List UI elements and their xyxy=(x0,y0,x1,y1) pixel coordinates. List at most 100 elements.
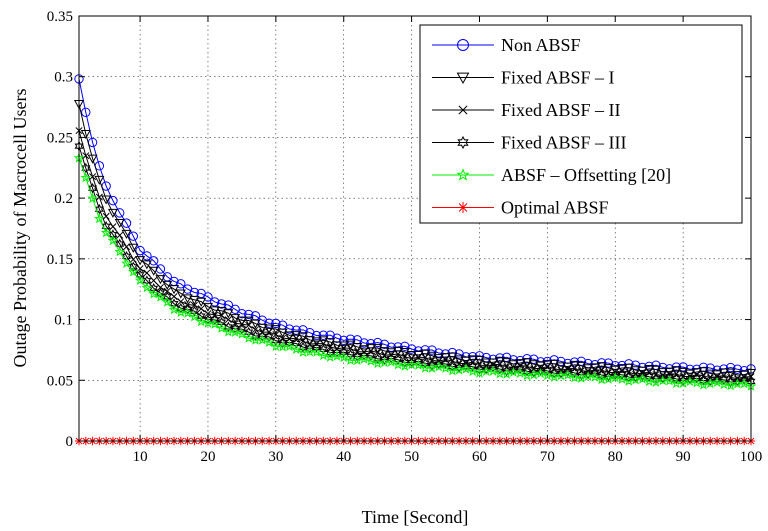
x-tick-label: 90 xyxy=(676,449,691,465)
data-point xyxy=(311,330,322,341)
data-point xyxy=(324,351,336,362)
data-point xyxy=(454,349,464,359)
data-point xyxy=(366,350,376,361)
data-point xyxy=(168,285,180,295)
data-point xyxy=(100,227,112,238)
data-point xyxy=(318,336,329,346)
data-point xyxy=(684,375,696,387)
data-point xyxy=(318,349,329,361)
data-point xyxy=(712,373,722,385)
legend-item: Optimal ABSF xyxy=(432,198,609,218)
data-point xyxy=(542,365,552,376)
data-point xyxy=(331,341,342,351)
y-tick-label: 0.2 xyxy=(54,191,73,207)
y-tick-label: 0.15 xyxy=(47,252,73,268)
x-tick-label: 100 xyxy=(740,449,763,465)
y-tick-label: 0.05 xyxy=(47,373,73,389)
data-point xyxy=(197,305,205,313)
data-point xyxy=(298,341,308,353)
y-tick-label: 0 xyxy=(66,434,74,450)
data-point xyxy=(80,130,91,140)
data-point xyxy=(603,373,614,384)
data-point xyxy=(196,297,207,307)
x-tick-label: 70 xyxy=(540,449,555,465)
data-point xyxy=(304,336,315,346)
data-point xyxy=(196,310,206,322)
data-point xyxy=(345,334,356,344)
data-point xyxy=(190,301,198,309)
data-point xyxy=(218,312,226,320)
data-point xyxy=(399,348,410,358)
legend: Non ABSF Fixed ABSF – I Fixed ABSF – II Fix… xyxy=(419,24,743,224)
data-point xyxy=(291,325,301,335)
data-point xyxy=(127,266,139,277)
data-point xyxy=(406,350,417,361)
legend-label: ABSF – Offsetting [20] xyxy=(501,165,671,185)
data-point xyxy=(148,266,159,276)
data-point xyxy=(339,346,349,358)
data-point xyxy=(468,361,478,372)
data-point xyxy=(474,355,485,366)
data-point xyxy=(203,292,213,302)
data-point xyxy=(501,358,512,368)
x-tick-label: 10 xyxy=(133,449,148,465)
data-point xyxy=(372,344,383,354)
data-point xyxy=(338,351,350,363)
data-point xyxy=(271,335,281,346)
data-point xyxy=(456,72,470,85)
x-tick-label: 80 xyxy=(608,449,623,465)
data-point xyxy=(738,378,750,389)
data-point xyxy=(202,302,214,312)
data-point xyxy=(582,370,594,382)
data-point xyxy=(373,353,383,364)
data-point xyxy=(189,295,200,306)
y-tick-label: 0.3 xyxy=(54,70,73,86)
data-point xyxy=(392,346,404,357)
data-point xyxy=(447,352,458,362)
data-point xyxy=(583,364,594,374)
data-point xyxy=(162,291,172,303)
legend-label: Fixed ABSF – II xyxy=(501,100,621,120)
data-point xyxy=(489,361,497,369)
data-point xyxy=(311,346,322,357)
data-point xyxy=(617,369,627,380)
legend-item: Fixed ABSF – III xyxy=(432,133,627,153)
data-point xyxy=(372,337,383,348)
data-point xyxy=(134,274,146,286)
data-point xyxy=(563,366,573,377)
legend-item: Fixed ABSF – II xyxy=(432,100,621,120)
data-point xyxy=(291,331,302,341)
data-point xyxy=(209,306,220,316)
data-point xyxy=(576,361,587,371)
data-point xyxy=(603,358,614,368)
data-point xyxy=(457,135,469,150)
axis-ticks: 10 20 30 40 50 60 70 80 90 100 0 0.05 0.1 0.15 0.2 0.25… xyxy=(47,9,763,465)
data-point xyxy=(569,367,580,379)
data-point xyxy=(740,373,748,381)
data-point xyxy=(81,107,91,118)
data-point xyxy=(623,363,634,373)
data-point xyxy=(556,356,566,367)
data-point xyxy=(176,279,186,289)
data-point xyxy=(725,380,736,391)
y-tick-label: 0.1 xyxy=(54,313,73,329)
data-point xyxy=(529,354,539,364)
data-point xyxy=(394,350,402,358)
data-point xyxy=(128,231,139,241)
data-point xyxy=(251,326,259,334)
plot-frame xyxy=(78,15,752,442)
data-point xyxy=(664,375,675,386)
data-point xyxy=(434,348,444,358)
data-point xyxy=(467,365,479,377)
data-point xyxy=(616,373,628,384)
data-point xyxy=(231,319,239,327)
data-point xyxy=(644,371,654,382)
data-point xyxy=(501,368,512,379)
data-point xyxy=(202,317,214,328)
data-point xyxy=(326,343,334,351)
data-point xyxy=(678,367,689,377)
data-point xyxy=(263,336,275,347)
legend-box xyxy=(419,24,743,224)
data-point xyxy=(630,360,641,370)
